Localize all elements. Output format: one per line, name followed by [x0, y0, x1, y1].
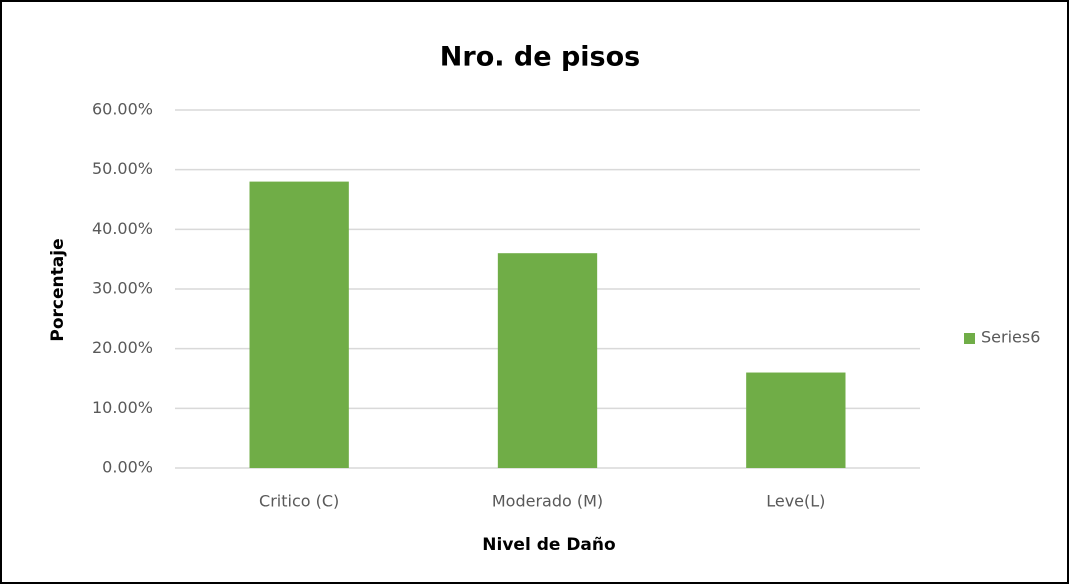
y-tick-label: 40.00%	[92, 219, 153, 238]
y-axis-label: Porcentaje	[48, 238, 68, 341]
y-tick-label: 30.00%	[92, 279, 153, 298]
bar	[497, 253, 598, 468]
y-tick-label: 0.00%	[102, 458, 153, 477]
bar	[249, 181, 349, 468]
x-tick-label: Leve(L)	[766, 492, 825, 511]
y-tick-label: 60.00%	[92, 100, 153, 119]
y-tick-label: 10.00%	[92, 398, 153, 417]
legend-label: Series6	[981, 328, 1040, 347]
y-tick-label: 20.00%	[92, 338, 153, 357]
chart-title: Nro. de pisos	[440, 42, 640, 73]
x-tick-label: Critico (C)	[259, 492, 339, 511]
bar	[746, 372, 846, 468]
x-axis-label: Nivel de Daño	[482, 535, 615, 555]
x-tick-label: Moderado (M)	[492, 492, 603, 511]
legend-swatch	[964, 333, 975, 344]
y-tick-label: 50.00%	[92, 159, 153, 178]
